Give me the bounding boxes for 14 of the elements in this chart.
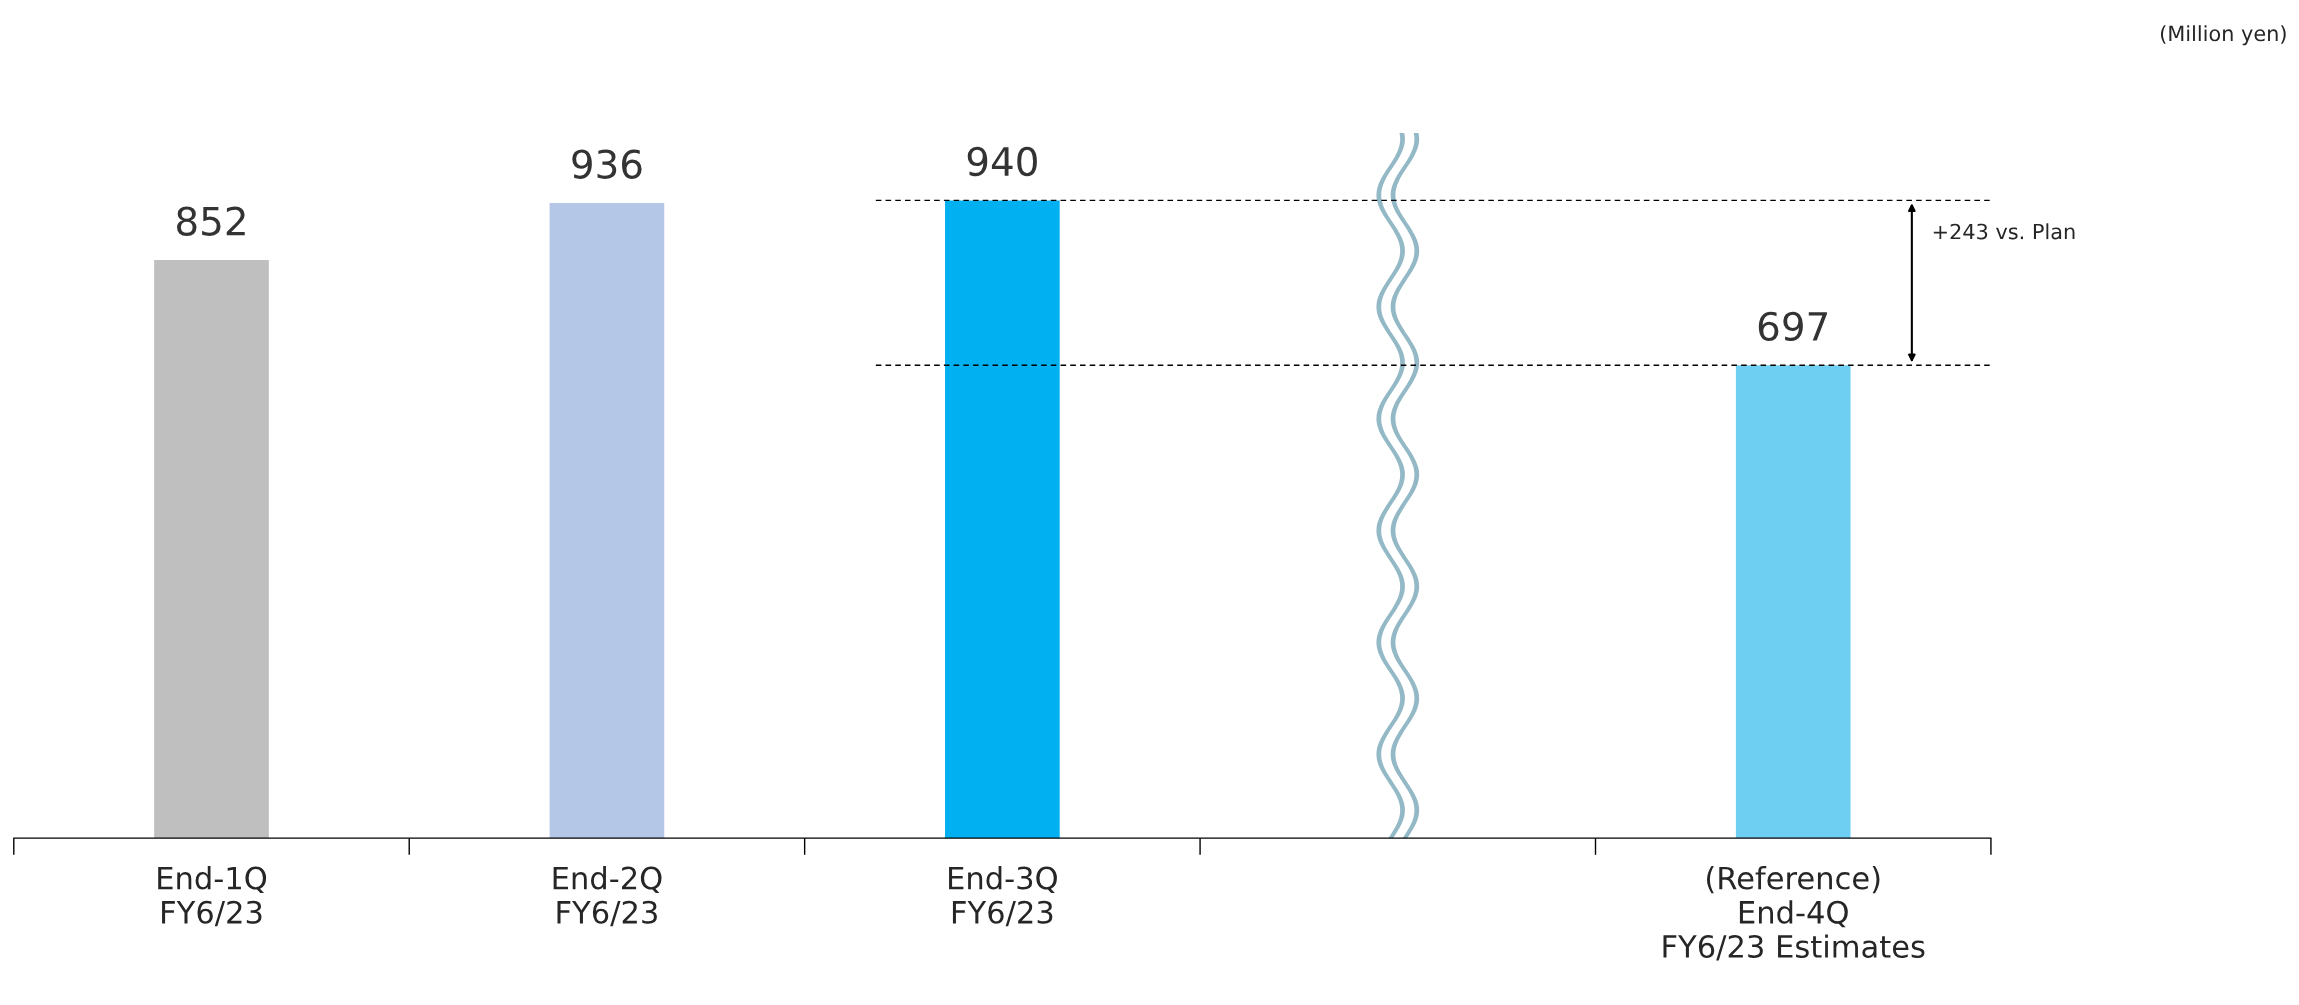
data-label: 852 bbox=[177, 206, 245, 236]
bar bbox=[549, 203, 665, 839]
bar bbox=[154, 260, 269, 839]
data-label: 940 bbox=[967, 146, 1037, 177]
data-label: 697 bbox=[1758, 311, 1828, 342]
x-tick-label: End-2Q FY6/23 bbox=[553, 865, 662, 927]
x-tick-label: End-1Q FY6/23 bbox=[158, 865, 267, 927]
annotation: +243 vs. Plan bbox=[1933, 223, 2075, 240]
bar bbox=[945, 200, 1060, 839]
x-tick-label: (Reference) End-4Q FY6/23 Estimates bbox=[1663, 865, 1925, 961]
x-tick-label: End-3Q FY6/23 bbox=[949, 865, 1057, 927]
text: (Million yen) bbox=[2160, 25, 2286, 46]
data-label: 936 bbox=[572, 149, 642, 179]
bar bbox=[1735, 365, 1851, 839]
